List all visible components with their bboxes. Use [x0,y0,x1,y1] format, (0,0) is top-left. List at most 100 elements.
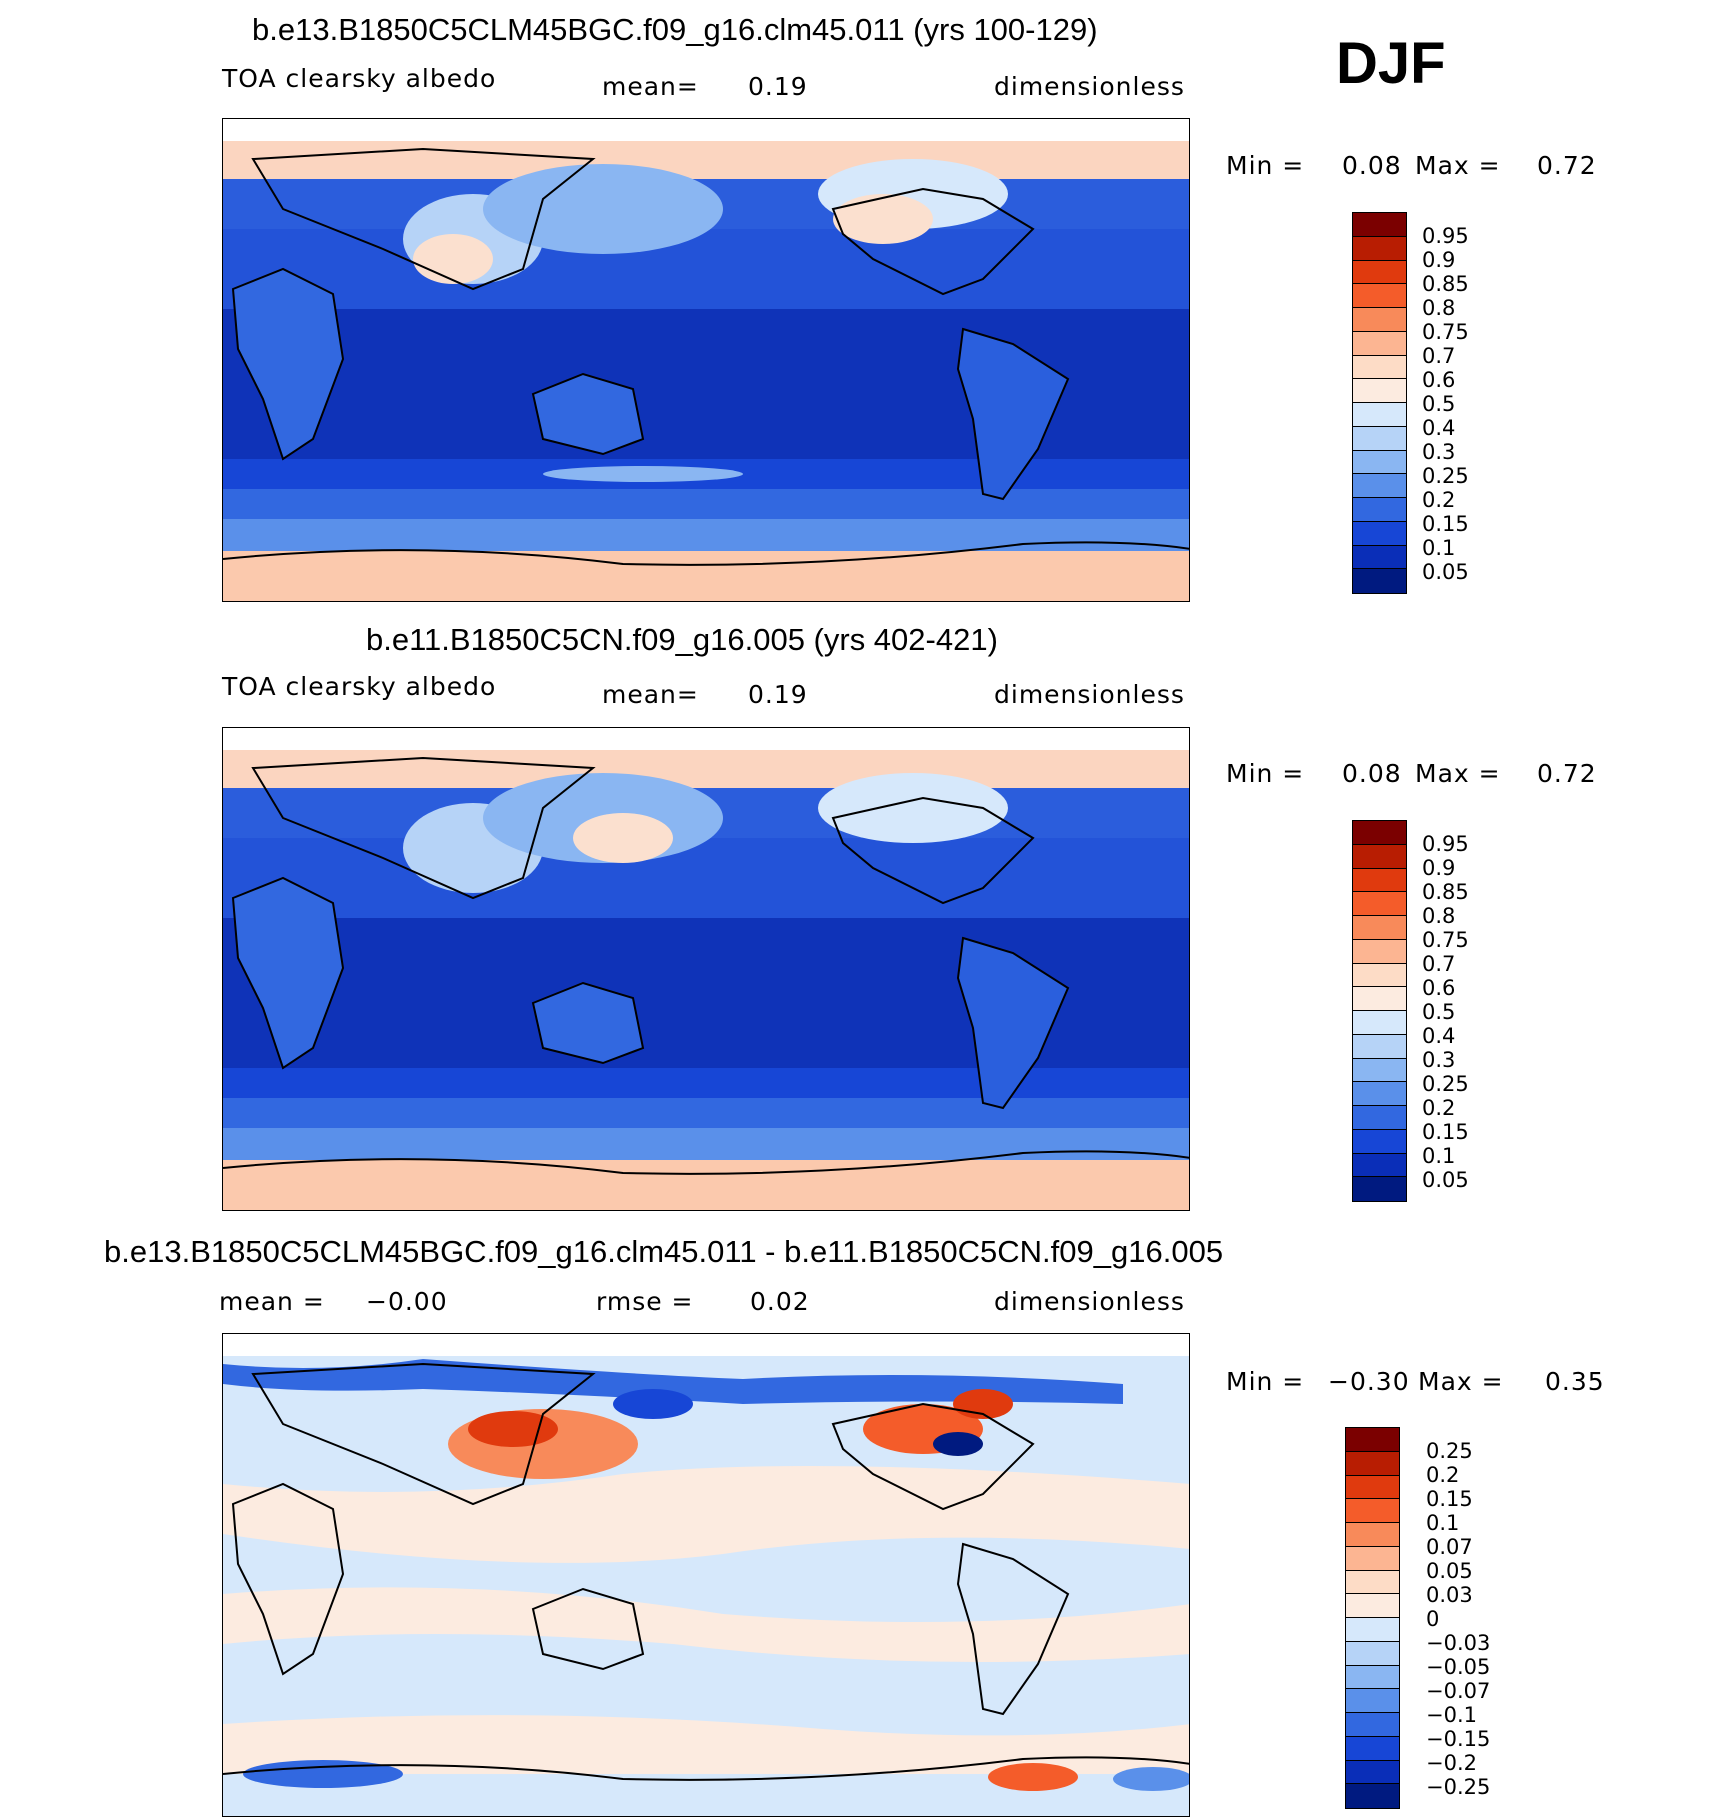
colorbar-swatch [1353,213,1406,237]
colorbar-swatch [1353,379,1406,403]
colorbar-swatch [1353,916,1406,940]
colorbar-swatch [1353,821,1406,845]
colorbar-swatch [1353,1129,1406,1154]
cb1-label-3: 0.8 [1422,296,1456,320]
cb2-label-9: 0.3 [1422,1048,1456,1072]
cb3-label-11: −0.1 [1426,1703,1477,1727]
cb3-label-0: 0.25 [1426,1439,1473,1463]
cb3-label-5: 0.05 [1426,1559,1473,1583]
panel3-colorbar [1345,1427,1400,1809]
panel1-min-value: 0.08 [1342,151,1402,180]
cb3-label-9: −0.05 [1426,1655,1491,1679]
cb2-label-6: 0.6 [1422,976,1456,1000]
colorbar-swatch [1353,868,1406,893]
colorbar-swatch [1346,1499,1399,1523]
colorbar-swatch [1346,1523,1399,1547]
colorbar-swatch [1353,1058,1406,1083]
cb2-label-3: 0.8 [1422,904,1456,928]
cb3-label-13: −0.2 [1426,1751,1477,1775]
colorbar-swatch [1346,1760,1399,1785]
panel2-variable: TOA clearsky albedo [222,672,497,701]
colorbar-swatch [1353,1034,1406,1059]
cb1-label-5: 0.7 [1422,344,1456,368]
cb1-label-4: 0.75 [1422,320,1469,344]
cb3-label-7: 0 [1426,1607,1440,1631]
panel3-max-label: Max = [1418,1367,1504,1396]
panel1-max-value: 0.72 [1537,151,1597,180]
cb1-label-11: 0.2 [1422,488,1456,512]
colorbar-swatch [1353,308,1406,332]
cb2-label-5: 0.7 [1422,952,1456,976]
cb1-label-6: 0.6 [1422,368,1456,392]
panel2-map [222,727,1190,1211]
panel1-colorbar [1352,212,1407,594]
cb3-label-8: −0.03 [1426,1631,1491,1655]
cb1-label-12: 0.15 [1422,512,1469,536]
cb1-label-9: 0.3 [1422,440,1456,464]
colorbar-swatch [1346,1618,1399,1642]
panel1-variable: TOA clearsky albedo [222,64,497,93]
panel2-mean-label: mean= [602,680,699,709]
colorbar-swatch [1346,1689,1399,1713]
colorbar-swatch [1353,498,1406,522]
colorbar-swatch [1353,569,1406,593]
panel3-mean-label: mean = [219,1287,325,1316]
colorbar-swatch [1353,844,1406,869]
cb2-label-10: 0.25 [1422,1072,1469,1096]
cb3-label-12: −0.15 [1426,1727,1491,1751]
panel3-units: dimensionless [994,1287,1185,1316]
panel3-rmse-value: 0.02 [750,1287,810,1316]
cb1-label-7: 0.5 [1422,392,1456,416]
panel1-min-label: Min = [1226,151,1305,180]
colorbar-swatch [1353,1153,1406,1178]
colorbar-swatch [1353,1082,1406,1106]
colorbar-swatch [1353,987,1406,1011]
cb2-label-8: 0.4 [1422,1024,1456,1048]
panel2-min-label: Min = [1226,759,1305,788]
cb3-label-4: 0.07 [1426,1535,1473,1559]
panel3-map [222,1333,1190,1817]
cb3-label-3: 0.1 [1426,1511,1460,1535]
cb3-label-14: −0.25 [1426,1775,1491,1799]
colorbar-swatch [1353,426,1406,451]
cb3-label-6: 0.03 [1426,1583,1473,1607]
panel1-units: dimensionless [994,72,1185,101]
panel1-map [222,118,1190,602]
season-label: DJF [1336,31,1446,96]
panel1-mean-value: 0.19 [748,72,808,101]
panel2-mean-value: 0.19 [748,680,808,709]
panel1-mean-label: mean= [602,72,699,101]
panel3-min-value: −0.30 [1328,1367,1410,1396]
panel2-max-label: Max = [1415,759,1501,788]
colorbar-swatch [1353,521,1406,546]
colorbar-swatch [1353,939,1406,964]
cb2-label-2: 0.85 [1422,880,1469,904]
colorbar-swatch [1353,1106,1406,1130]
cb1-label-10: 0.25 [1422,464,1469,488]
panel3-title: b.e13.B1850C5CLM45BGC.f09_g16.clm45.011 … [104,1234,1224,1269]
cb2-label-0: 0.95 [1422,832,1469,856]
colorbar-swatch [1353,963,1406,988]
colorbar-swatch [1346,1736,1399,1761]
panel3-min-label: Min = [1226,1367,1305,1396]
colorbar-swatch [1353,260,1406,285]
colorbar-swatch [1346,1546,1399,1571]
panel2-min-value: 0.08 [1342,759,1402,788]
cb1-label-1: 0.9 [1422,248,1456,272]
colorbar-swatch [1353,355,1406,380]
panel2-max-value: 0.72 [1537,759,1597,788]
cb1-label-8: 0.4 [1422,416,1456,440]
colorbar-swatch [1353,1011,1406,1035]
colorbar-swatch [1353,403,1406,427]
panel3-rmse-label: rmse = [596,1287,694,1316]
colorbar-swatch [1353,284,1406,308]
panel2-units: dimensionless [994,680,1185,709]
colorbar-swatch [1353,331,1406,356]
colorbar-swatch [1346,1451,1399,1476]
cb2-label-12: 0.15 [1422,1120,1469,1144]
colorbar-swatch [1346,1475,1399,1500]
cb1-label-13: 0.1 [1422,536,1456,560]
cb2-label-1: 0.9 [1422,856,1456,880]
panel3-mean-value: −0.00 [366,1287,448,1316]
colorbar-swatch [1346,1428,1399,1452]
